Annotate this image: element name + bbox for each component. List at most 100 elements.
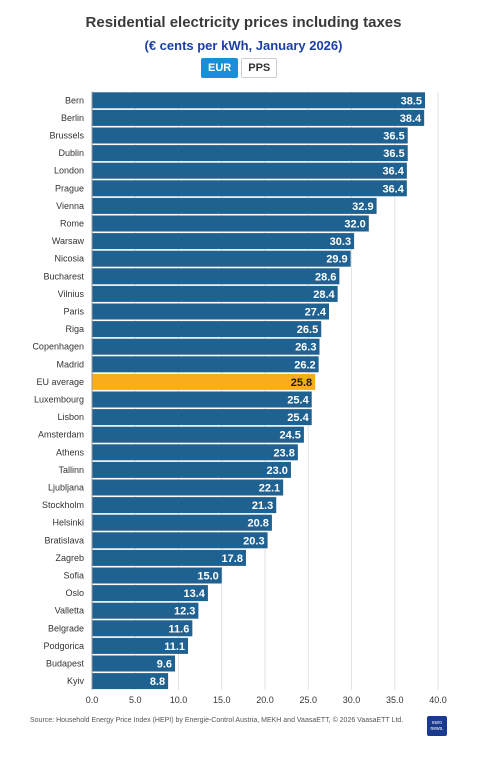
category-label: Stockholm xyxy=(42,500,84,510)
value-label: 26.5 xyxy=(297,324,318,336)
currency-toggle: EUR PPS xyxy=(201,58,278,78)
value-label: 30.3 xyxy=(330,236,351,248)
value-label: 28.4 xyxy=(313,289,335,301)
x-tick-label: 0.0 xyxy=(86,695,99,705)
value-label: 25.4 xyxy=(287,412,309,424)
x-tick-label: 25.0 xyxy=(299,695,317,705)
value-label: 20.8 xyxy=(247,518,268,530)
category-label: Valletta xyxy=(55,606,84,616)
bar xyxy=(92,391,312,408)
category-label: Luxembourg xyxy=(34,395,84,405)
bar xyxy=(92,373,316,390)
value-label: 24.5 xyxy=(280,430,301,442)
bar xyxy=(92,321,322,338)
category-label: Paris xyxy=(63,307,84,317)
category-label: Lisbon xyxy=(57,412,84,422)
x-tick-label: 40.0 xyxy=(429,695,447,705)
value-label: 8.8 xyxy=(150,676,165,688)
category-label: Athens xyxy=(56,447,85,457)
bar xyxy=(92,655,176,672)
value-label: 32.0 xyxy=(344,219,365,231)
value-label: 17.8 xyxy=(222,553,243,565)
value-label: 38.5 xyxy=(401,95,422,107)
value-label: 32.9 xyxy=(352,201,373,213)
value-label: 26.2 xyxy=(294,359,315,371)
category-label: Copenhagen xyxy=(32,342,84,352)
category-label: Berlin xyxy=(61,113,84,123)
value-label: 23.8 xyxy=(273,447,294,459)
chart-subtitle: (€ cents per kWh, January 2026) xyxy=(144,38,343,53)
bar xyxy=(92,637,189,654)
bar xyxy=(92,444,298,461)
value-label: 36.4 xyxy=(382,183,404,195)
category-label: London xyxy=(54,166,84,176)
bar xyxy=(92,479,284,496)
bar xyxy=(92,180,407,197)
bar xyxy=(92,567,222,584)
x-tick-label: 10.0 xyxy=(170,695,188,705)
value-label: 27.4 xyxy=(305,307,327,319)
bar xyxy=(92,233,355,250)
category-label: Bern xyxy=(65,95,84,105)
category-label: Rome xyxy=(60,219,84,229)
x-tick-label: 5.0 xyxy=(129,695,142,705)
bar xyxy=(92,620,193,637)
category-label: Zagreb xyxy=(55,553,84,563)
value-label: 11.1 xyxy=(164,641,185,653)
bar xyxy=(92,109,425,126)
value-label: 28.6 xyxy=(315,271,336,283)
bar xyxy=(92,673,169,690)
category-label: Oslo xyxy=(65,588,84,598)
bar xyxy=(92,426,304,443)
category-label: Podgorica xyxy=(43,641,84,651)
category-label: Helsinki xyxy=(52,518,84,528)
category-label: Dublin xyxy=(58,148,84,158)
value-label: 25.4 xyxy=(287,395,309,407)
value-label: 36.4 xyxy=(382,166,404,178)
value-label: 13.4 xyxy=(183,588,205,600)
category-label: Brussels xyxy=(49,131,84,141)
bar xyxy=(92,461,291,478)
bar xyxy=(92,602,199,619)
value-label: 21.3 xyxy=(252,500,273,512)
bar xyxy=(92,585,208,602)
x-tick-label: 20.0 xyxy=(256,695,274,705)
bar xyxy=(92,250,351,267)
category-label: Vienna xyxy=(56,201,84,211)
bar xyxy=(92,549,246,566)
value-label: 26.3 xyxy=(295,342,316,354)
bar xyxy=(92,338,320,355)
chart-title: Residential electricity prices including… xyxy=(85,14,402,31)
category-label: Prague xyxy=(55,183,84,193)
category-label: Riga xyxy=(65,324,84,334)
value-label: 23.0 xyxy=(267,465,288,477)
bar xyxy=(92,409,312,426)
category-label: Sofia xyxy=(63,571,84,581)
x-tick-label: 35.0 xyxy=(386,695,404,705)
bar xyxy=(92,215,369,232)
source-note: Source: Household Energy Price Index (HE… xyxy=(30,717,404,724)
value-label: 29.9 xyxy=(326,254,347,266)
bar xyxy=(92,162,407,179)
x-tick-label: 15.0 xyxy=(213,695,231,705)
bar xyxy=(92,532,268,549)
category-label: Bucharest xyxy=(43,271,84,281)
value-label: 15.0 xyxy=(197,571,218,583)
x-tick-label: 30.0 xyxy=(343,695,361,705)
eur-toggle-button[interactable]: EUR xyxy=(201,58,239,78)
category-label: Belgrade xyxy=(48,623,84,633)
category-label: Warsaw xyxy=(52,236,85,246)
value-label: 36.5 xyxy=(383,131,404,143)
category-label: Tallinn xyxy=(58,465,84,475)
category-label: EU average xyxy=(36,377,84,387)
category-label: Bratislava xyxy=(44,535,84,545)
bar xyxy=(92,497,277,514)
bar xyxy=(92,197,377,214)
category-label: Nicosia xyxy=(54,254,84,264)
value-label: 12.3 xyxy=(174,606,195,618)
pps-toggle-button[interactable]: PPS xyxy=(241,58,278,78)
euronews-logo: euro news. xyxy=(427,716,447,736)
bar xyxy=(92,356,319,373)
value-label: 20.3 xyxy=(243,535,264,547)
